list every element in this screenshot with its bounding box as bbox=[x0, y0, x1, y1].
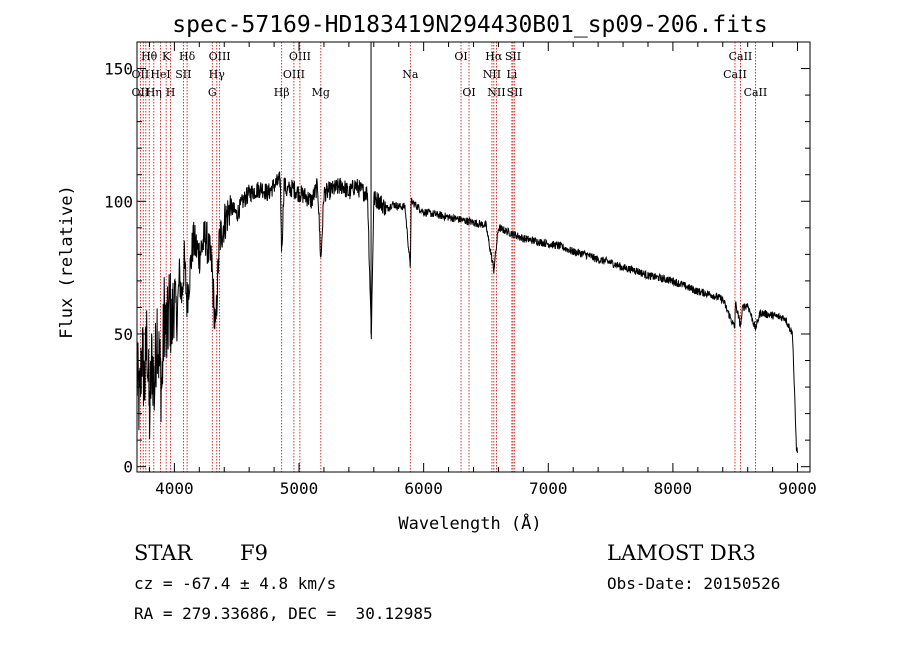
redshift-velocity: cz = -67.4 ± 4.8 km/s bbox=[134, 574, 337, 593]
line-label: NII bbox=[487, 86, 505, 99]
line-label: OI bbox=[462, 86, 475, 99]
line-label: CaII bbox=[723, 68, 747, 81]
line-label: G bbox=[208, 86, 217, 99]
line-label: Mg bbox=[312, 86, 330, 99]
line-label: Hβ bbox=[274, 86, 290, 99]
line-label: SII bbox=[507, 86, 523, 99]
line-label: Hθ bbox=[141, 50, 158, 63]
line-label: SII bbox=[175, 68, 191, 81]
line-label: CaII bbox=[729, 50, 753, 63]
emission-line-markers bbox=[139, 42, 756, 472]
line-label: Hγ bbox=[209, 68, 226, 81]
line-label: OI bbox=[454, 50, 467, 63]
axes: 4000 5000 6000 7000 8000 9000 0 50 100 150 bbox=[104, 41, 817, 498]
line-label: HeI bbox=[150, 68, 170, 81]
x-tick-label: 5000 bbox=[280, 479, 319, 498]
object-class: STAR bbox=[134, 541, 193, 565]
line-label: K bbox=[162, 50, 171, 63]
sky-coordinates: RA = 279.33686, DEC = 30.12985 bbox=[134, 604, 433, 623]
x-tick-label: 9000 bbox=[778, 479, 817, 498]
chart-title: spec-57169-HD183419N294430B01_sp09-206.f… bbox=[172, 12, 767, 38]
line-label: NII bbox=[483, 68, 501, 81]
line-label: OII bbox=[132, 68, 150, 81]
object-subclass: F9 bbox=[240, 541, 268, 565]
x-tick-label: 6000 bbox=[404, 479, 443, 498]
line-label: SII bbox=[505, 50, 521, 63]
x-tick-label: 7000 bbox=[529, 479, 568, 498]
x-tick-label: 8000 bbox=[654, 479, 693, 498]
line-label: OIII bbox=[209, 50, 231, 63]
plot-frame bbox=[136, 41, 811, 473]
line-label: Hα bbox=[485, 50, 503, 63]
line-label: OII bbox=[132, 86, 150, 99]
line-label: Na bbox=[402, 68, 419, 81]
y-tick-label: 0 bbox=[123, 458, 133, 477]
line-label: Li bbox=[506, 68, 517, 81]
x-tick-label: 4000 bbox=[155, 479, 194, 498]
line-label: CaII bbox=[744, 86, 768, 99]
line-label: Hδ bbox=[179, 50, 196, 63]
spectrum-line bbox=[136, 171, 798, 453]
survey-name: LAMOST DR3 bbox=[607, 541, 756, 565]
line-label: Hη bbox=[146, 86, 162, 99]
y-tick-label: 100 bbox=[104, 192, 133, 211]
y-tick-label: 150 bbox=[104, 60, 133, 79]
line-label: H bbox=[166, 86, 176, 99]
y-tick-label: 50 bbox=[114, 325, 133, 344]
x-axis-label: Wavelength (Å) bbox=[398, 512, 541, 534]
spectrum-chart: spec-57169-HD183419N294430B01_sp09-206.f… bbox=[57, 12, 817, 534]
line-label: OIII bbox=[289, 50, 311, 63]
y-axis-label: Flux (relative) bbox=[57, 185, 77, 339]
plot-series bbox=[136, 42, 798, 453]
line-label: OIII bbox=[283, 68, 305, 81]
observation-date: Obs-Date: 20150526 bbox=[607, 574, 781, 593]
